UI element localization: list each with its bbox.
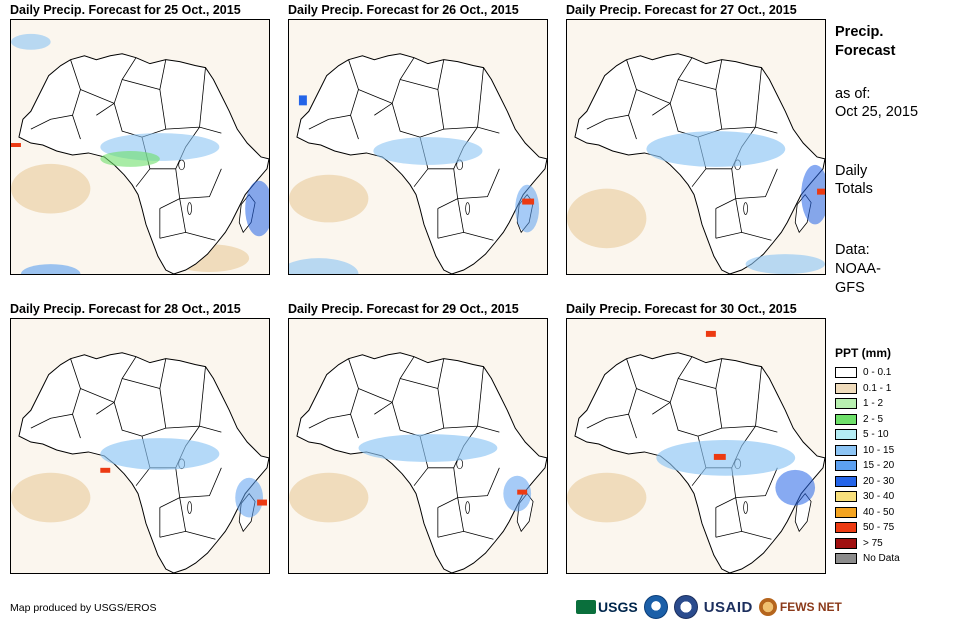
panel-title: Daily Precip. Forecast for 26 Oct., 2015 <box>288 3 519 17</box>
precip-map <box>288 19 548 275</box>
legend-swatch <box>835 413 857 425</box>
sidebar-title-line2: Forecast <box>835 43 896 59</box>
usgs-logo: USGS <box>576 599 638 615</box>
usaid-seal-icon <box>673 595 698 619</box>
legend-label: 10 - 15 <box>863 444 895 456</box>
legend-swatch <box>835 506 857 518</box>
precip-map <box>10 19 270 275</box>
precip-map <box>10 318 270 574</box>
sidebar-title-line1: Precip. <box>835 24 884 40</box>
usgs-logo-text: USGS <box>598 599 638 615</box>
usaid-logo: USAID <box>703 598 753 616</box>
legend-swatch <box>835 491 857 503</box>
precip-map <box>566 19 826 275</box>
legend-item: 0 - 0.1 <box>835 365 900 381</box>
panel-title: Daily Precip. Forecast for 27 Oct., 2015 <box>566 3 797 17</box>
legend-item: 0.1 - 1 <box>835 381 900 397</box>
legend-swatch <box>835 367 857 379</box>
usgs-mark-icon <box>576 600 596 614</box>
forecast-panel-oct27: Daily Precip. Forecast for 27 Oct., 2015 <box>566 3 826 275</box>
legend-item: > 75 <box>835 536 900 552</box>
legend-label: 2 - 5 <box>863 413 884 425</box>
forecast-panel-oct26: Daily Precip. Forecast for 26 Oct., 2015 <box>288 3 548 275</box>
legend-swatch <box>835 460 857 472</box>
legend-label: 0 - 0.1 <box>863 367 892 379</box>
forecast-panel-oct28: Daily Precip. Forecast for 28 Oct., 2015 <box>10 302 270 574</box>
totals-line2: Totals <box>835 181 873 197</box>
data-source-line3: GFS <box>835 280 865 296</box>
panel-title: Daily Precip. Forecast for 28 Oct., 2015 <box>10 302 241 316</box>
data-source-line2: NOAA- <box>835 261 881 277</box>
panel-title: Daily Precip. Forecast for 25 Oct., 2015 <box>10 3 241 17</box>
legend-label: 30 - 40 <box>863 491 895 503</box>
legend-label: > 75 <box>863 537 883 549</box>
legend-swatch <box>835 398 857 410</box>
legend-title: PPT (mm) <box>835 346 892 360</box>
legend-item: 2 - 5 <box>835 412 900 428</box>
legend-label: 15 - 20 <box>863 460 895 472</box>
legend-item: 30 - 40 <box>835 489 900 505</box>
legend-swatch <box>835 382 857 394</box>
legend-label: No Data <box>863 553 900 565</box>
legend-swatch <box>835 537 857 549</box>
legend-item: 5 - 10 <box>835 427 900 443</box>
legend-item: 10 - 15 <box>835 443 900 459</box>
legend-rows: 0 - 0.1 0.1 - 1 1 - 2 2 - 5 5 - 10 10 - 15 15 … <box>835 365 900 567</box>
footer-credit: Map produced by USGS/EROS <box>10 602 157 614</box>
logo-bar: USGS USAID FEWS NET <box>576 594 842 620</box>
data-source-line1: Data: <box>835 242 870 258</box>
fews-net-icon <box>758 598 777 616</box>
fews-net-logo-text: FEWS NET <box>779 600 842 614</box>
legend-swatch <box>835 444 857 456</box>
legend-item: 50 - 75 <box>835 520 900 536</box>
forecast-panel-oct25: Daily Precip. Forecast for 25 Oct., 2015 <box>10 3 270 275</box>
fews-net-logo: FEWS NET <box>758 598 842 616</box>
legend-swatch <box>835 522 857 534</box>
legend-swatch <box>835 553 857 565</box>
precip-map <box>566 318 826 574</box>
legend-label: 0.1 - 1 <box>863 382 892 394</box>
forecast-panel-oct29: Daily Precip. Forecast for 29 Oct., 2015 <box>288 302 548 574</box>
precip-map <box>288 318 548 574</box>
legend-label: 1 - 2 <box>863 398 884 410</box>
legend-item: 20 - 30 <box>835 474 900 490</box>
forecast-panel-oct30: Daily Precip. Forecast for 30 Oct., 2015 <box>566 302 826 574</box>
legend-label: 5 - 10 <box>863 429 889 441</box>
legend-swatch <box>835 429 857 441</box>
legend-item: No Data <box>835 551 900 567</box>
legend: PPT (mm) 0 - 0.1 0.1 - 1 1 - 2 2 - 5 5 - 10 1… <box>835 346 900 567</box>
legend-item: 1 - 2 <box>835 396 900 412</box>
legend-label: 40 - 50 <box>863 506 895 518</box>
legend-label: 50 - 75 <box>863 522 895 534</box>
panel-title: Daily Precip. Forecast for 30 Oct., 2015 <box>566 302 797 316</box>
legend-swatch <box>835 475 857 487</box>
noaa-logo-icon <box>643 595 668 619</box>
legend-item: 40 - 50 <box>835 505 900 521</box>
legend-label: 20 - 30 <box>863 475 895 487</box>
asof-date: Oct 25, 2015 <box>835 104 919 120</box>
legend-item: 15 - 20 <box>835 458 900 474</box>
panel-title: Daily Precip. Forecast for 29 Oct., 2015 <box>288 302 519 316</box>
totals-line1: Daily <box>835 163 868 179</box>
asof-label: as of: <box>835 86 871 102</box>
